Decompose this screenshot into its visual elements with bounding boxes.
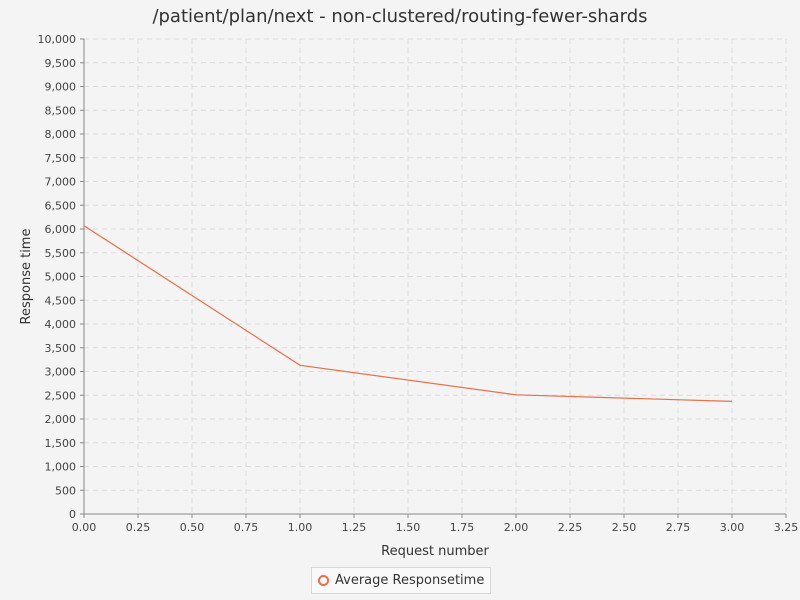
x-tick-label: 2.00 bbox=[504, 521, 529, 534]
y-tick-label: 9,500 bbox=[45, 57, 77, 70]
y-tick-label: 7,500 bbox=[45, 152, 77, 165]
x-tick-label: 0.00 bbox=[72, 521, 97, 534]
x-tick-label: 2.75 bbox=[666, 521, 691, 534]
legend: Average Responsetime bbox=[311, 567, 492, 594]
y-tick-label: 4,000 bbox=[45, 318, 77, 331]
y-tick-label: 5,500 bbox=[45, 247, 77, 260]
series-layer bbox=[83, 225, 733, 402]
x-tick-label: 0.25 bbox=[126, 521, 151, 534]
axes bbox=[80, 38, 787, 518]
y-tick-label: 6,000 bbox=[45, 223, 77, 236]
y-tick-label: 1,500 bbox=[45, 437, 77, 450]
x-tick-label: 1.75 bbox=[450, 521, 475, 534]
x-tick-label: 2.50 bbox=[612, 521, 637, 534]
y-tick-label: 500 bbox=[55, 484, 76, 497]
x-tick-label: 0.50 bbox=[180, 521, 205, 534]
y-tick-label: 2,500 bbox=[45, 389, 77, 402]
chart-title: /patient/plan/next - non-clustered/routi… bbox=[152, 6, 648, 27]
grid-lines bbox=[83, 38, 787, 515]
legend-marker-icon bbox=[318, 575, 329, 586]
tick-labels: 0.00 0.25 0.50 0.75 1.00 1.25 1.50 1.75 2.00 2.25… bbox=[38, 33, 799, 534]
y-tick-label: 3,000 bbox=[45, 366, 77, 379]
y-tick-label: 5,000 bbox=[45, 271, 77, 284]
y-tick-label: 10,000 bbox=[38, 33, 77, 46]
x-tick-label: 0.75 bbox=[234, 521, 259, 534]
y-tick-label: 1,000 bbox=[45, 461, 77, 474]
x-tick-label: 1.00 bbox=[288, 521, 313, 534]
y-tick-label: 6,500 bbox=[45, 199, 77, 212]
x-tick-label: 1.50 bbox=[396, 521, 421, 534]
y-tick-label: 8,500 bbox=[45, 104, 77, 117]
y-tick-label: 0 bbox=[69, 508, 76, 521]
y-tick-label: 8,000 bbox=[45, 128, 77, 141]
x-axis-title: Request number bbox=[381, 544, 489, 559]
x-tick-label: 2.25 bbox=[558, 521, 583, 534]
y-tick-label: 7,000 bbox=[45, 176, 77, 189]
y-tick-label: 4,500 bbox=[45, 294, 77, 307]
y-tick-label: 2,000 bbox=[45, 413, 77, 426]
x-tick-label: 3.25 bbox=[774, 521, 799, 534]
series-line bbox=[83, 225, 733, 402]
x-tick-label: 1.25 bbox=[342, 521, 367, 534]
y-tick-label: 3,500 bbox=[45, 342, 77, 355]
x-tick-label: 3.00 bbox=[720, 521, 745, 534]
y-axis-title: Response time bbox=[19, 229, 34, 325]
legend-label: Average Responsetime bbox=[335, 573, 485, 588]
y-tick-label: 9,000 bbox=[45, 81, 77, 94]
